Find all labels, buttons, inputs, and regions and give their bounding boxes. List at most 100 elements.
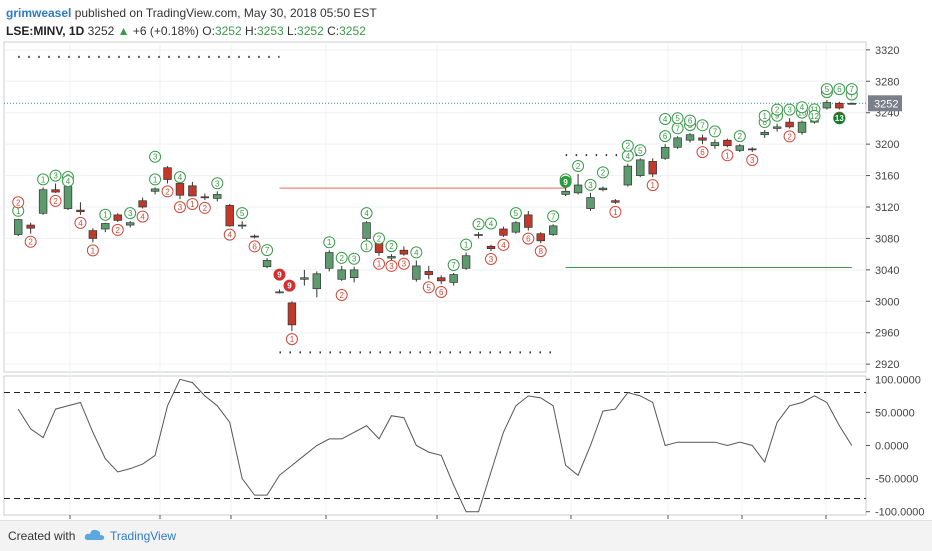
count-marker bbox=[323, 236, 336, 249]
setup-complete-marker bbox=[283, 279, 296, 292]
count-marker-label: 2 bbox=[738, 132, 743, 141]
count-marker bbox=[621, 139, 634, 152]
candle-body bbox=[150, 188, 160, 192]
candle-body bbox=[387, 256, 396, 259]
candle-body bbox=[685, 134, 695, 141]
up-arrow-icon: ▲ bbox=[117, 24, 130, 38]
count-marker-label: 7 bbox=[675, 124, 680, 133]
osc-tick-label: 50.0000 bbox=[875, 407, 915, 419]
count-marker bbox=[61, 175, 74, 188]
count-marker bbox=[12, 196, 25, 209]
candle-body bbox=[797, 121, 807, 133]
candle-body bbox=[250, 235, 259, 238]
candle-body bbox=[611, 200, 620, 203]
candle-body bbox=[101, 223, 110, 230]
footer-bar: Created with TradingView bbox=[0, 520, 932, 551]
price-tick-label: 2920 bbox=[875, 359, 899, 371]
last-price: 3252 bbox=[87, 24, 115, 38]
count-marker-label: 5 bbox=[638, 146, 643, 155]
count-marker bbox=[435, 286, 448, 298]
count-marker-label: 2 bbox=[377, 234, 382, 243]
price-tick-label: 3160 bbox=[875, 171, 899, 183]
count-marker bbox=[285, 333, 298, 346]
symbol-line: LSE:MINV, 1D 3252 ▲ +6 (+0.18%) O:3252 H… bbox=[6, 22, 377, 40]
setup-complete-marker bbox=[833, 112, 846, 125]
count-marker bbox=[522, 232, 535, 245]
count-marker bbox=[572, 160, 585, 172]
count-marker bbox=[771, 103, 784, 116]
high-label: H: bbox=[244, 24, 257, 38]
count-marker-label: 2 bbox=[389, 242, 394, 251]
count-marker-label: 2 bbox=[165, 187, 170, 196]
count-marker bbox=[708, 125, 721, 138]
candle-body bbox=[349, 269, 359, 279]
candle-body bbox=[325, 252, 334, 269]
candle-body bbox=[673, 137, 682, 148]
count-marker-label: 7 bbox=[265, 246, 270, 255]
candle-body bbox=[88, 230, 98, 239]
count-marker bbox=[373, 232, 386, 245]
markers: 1212341123412312345671123412345671234568… bbox=[12, 83, 858, 346]
count-marker bbox=[248, 240, 261, 253]
count-marker-label: 2 bbox=[775, 106, 780, 115]
count-marker-label: 4 bbox=[66, 177, 71, 186]
count-marker bbox=[211, 177, 224, 190]
count-marker bbox=[149, 150, 162, 163]
candle-body bbox=[163, 167, 172, 180]
publish-line: grimweasel published on TradingView.com,… bbox=[6, 4, 377, 22]
count-marker-label: 4 bbox=[489, 220, 494, 229]
count-marker-label: 1 bbox=[725, 151, 730, 160]
close-value: 3252 bbox=[339, 24, 366, 38]
author-link[interactable]: grimweasel bbox=[6, 6, 72, 20]
count-marker bbox=[136, 210, 149, 223]
count-marker-label: 2 bbox=[787, 132, 792, 141]
count-marker bbox=[584, 178, 597, 191]
count-marker-label: 7 bbox=[451, 261, 456, 270]
count-marker bbox=[646, 179, 659, 192]
count-marker-label: 2 bbox=[28, 238, 33, 247]
count-marker bbox=[746, 154, 759, 166]
count-marker bbox=[547, 210, 560, 223]
candle-body bbox=[125, 222, 135, 226]
count-marker bbox=[758, 109, 771, 122]
candle-body bbox=[573, 184, 583, 194]
candle-body bbox=[449, 274, 458, 283]
count-marker-label: 3 bbox=[53, 172, 58, 181]
setup-complete-marker-label: 9 bbox=[287, 282, 292, 291]
candle-body bbox=[437, 277, 446, 282]
count-marker bbox=[820, 83, 833, 96]
count-marker-label: 1 bbox=[364, 242, 369, 251]
setup-complete-marker bbox=[273, 268, 286, 281]
candle-body bbox=[399, 249, 409, 255]
count-marker-label: 2 bbox=[601, 168, 606, 177]
open-label: O: bbox=[202, 24, 215, 38]
count-marker-label: 7 bbox=[700, 121, 705, 130]
created-with-text: Created with bbox=[8, 529, 76, 543]
count-marker bbox=[198, 201, 211, 214]
candle-body bbox=[511, 222, 521, 233]
count-marker bbox=[696, 119, 709, 132]
symbol-label: LSE:MINV, 1D bbox=[6, 24, 85, 38]
osc-tick-label: 0.0000 bbox=[875, 441, 909, 453]
count-marker-label: 2 bbox=[16, 198, 21, 207]
count-marker-label: 4 bbox=[501, 241, 506, 250]
count-marker-label: 3 bbox=[750, 156, 755, 165]
osc-series-line bbox=[17, 378, 853, 513]
candle-body bbox=[586, 197, 595, 209]
count-marker bbox=[99, 208, 112, 221]
candle-body bbox=[287, 302, 297, 326]
count-marker bbox=[74, 216, 87, 229]
count-marker-label: 1 bbox=[327, 238, 332, 247]
chart-area[interactable]: 1212341123412312345671123412345671234568… bbox=[0, 0, 932, 520]
count-marker-label: 4 bbox=[626, 152, 631, 161]
count-marker bbox=[385, 240, 398, 253]
levels bbox=[4, 55, 866, 354]
candle-body bbox=[486, 245, 496, 249]
count-marker bbox=[86, 244, 99, 257]
tradingview-brand[interactable]: TradingView bbox=[110, 529, 177, 543]
count-marker bbox=[149, 173, 162, 186]
candle-body bbox=[188, 185, 197, 197]
count-marker bbox=[783, 103, 796, 116]
chart-header: grimweasel published on TradingView.com,… bbox=[6, 4, 377, 40]
count-marker bbox=[261, 244, 274, 257]
